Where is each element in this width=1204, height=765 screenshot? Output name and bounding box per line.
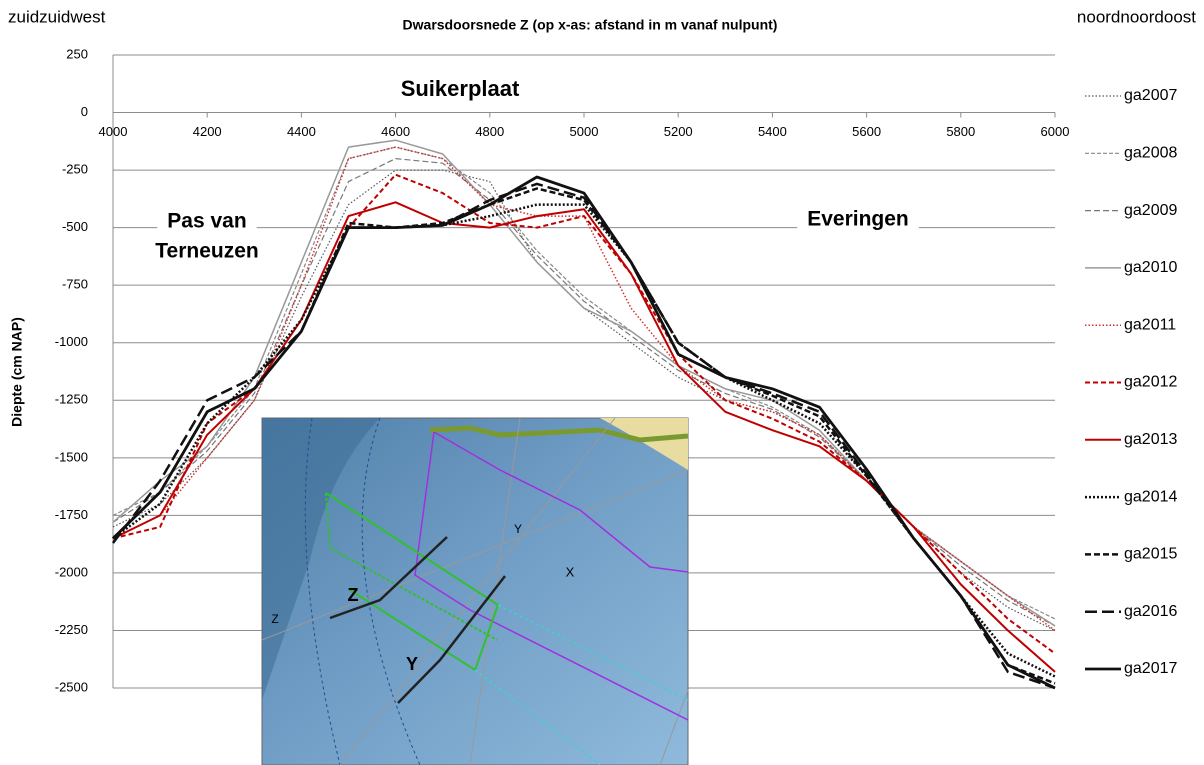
y-tick-label: -250 bbox=[62, 162, 88, 177]
inset-label: Y bbox=[406, 654, 418, 674]
legend-label: ga2011 bbox=[1124, 316, 1176, 333]
legend-label: ga2008 bbox=[1124, 145, 1177, 162]
chart: zuidzuidwest noordnoordoost Dwarsdoorsne… bbox=[0, 0, 1204, 765]
x-tick-label: 5600 bbox=[852, 124, 881, 139]
y-tick-label: -2500 bbox=[55, 679, 88, 694]
y-tick-label: 250 bbox=[66, 46, 88, 61]
x-tick-label: 5800 bbox=[946, 124, 975, 139]
legend-label: ga2014 bbox=[1124, 488, 1177, 505]
y-tick-label: 0 bbox=[81, 104, 88, 119]
legend-label: ga2009 bbox=[1124, 202, 1177, 219]
legend-label: ga2007 bbox=[1124, 87, 1177, 104]
inset-label: X bbox=[566, 564, 575, 579]
y-tick-label: -1750 bbox=[55, 507, 88, 522]
x-tick-label: 5000 bbox=[570, 124, 599, 139]
annotation: Pas van bbox=[167, 210, 246, 233]
chart-title: Dwarsdoorsnede Z (op x-as: afstand in m … bbox=[403, 17, 778, 33]
legend-label: ga2016 bbox=[1124, 603, 1177, 620]
annotation: Suikerplaat bbox=[401, 76, 520, 101]
y-tick-label: -2250 bbox=[55, 622, 88, 637]
legend-label: ga2012 bbox=[1124, 374, 1177, 391]
annotation: Everingen bbox=[807, 208, 909, 231]
legend-label: ga2010 bbox=[1124, 259, 1177, 276]
right-label: noordnoordoost bbox=[1077, 7, 1196, 26]
y-tick-label: -2000 bbox=[55, 564, 88, 579]
legend-label: ga2017 bbox=[1124, 660, 1177, 677]
page: zuidzuidwest noordnoordoost Dwarsdoorsne… bbox=[0, 0, 1204, 765]
inset-label: Y bbox=[514, 522, 522, 536]
y-tick-label: -1000 bbox=[55, 334, 88, 349]
inset-map: Z Y Z Y X bbox=[262, 418, 688, 765]
y-tick-label: -750 bbox=[62, 277, 88, 292]
inset-label: Z bbox=[271, 612, 278, 626]
legend-label: ga2013 bbox=[1124, 431, 1177, 448]
annotation: Terneuzen bbox=[155, 240, 258, 263]
x-tick-label: 5400 bbox=[758, 124, 787, 139]
x-tick-label: 4200 bbox=[193, 124, 222, 139]
x-tick-label: 6000 bbox=[1041, 124, 1070, 139]
y-tick-label: -1250 bbox=[55, 392, 88, 407]
x-tick-label: 4000 bbox=[99, 124, 128, 139]
legend-label: ga2015 bbox=[1124, 546, 1177, 563]
y-tick-label: -1500 bbox=[55, 449, 88, 464]
x-tick-label: 4600 bbox=[381, 124, 410, 139]
x-tick-label: 4400 bbox=[287, 124, 316, 139]
y-tick-label: -500 bbox=[62, 219, 88, 234]
x-tick-label: 4800 bbox=[475, 124, 504, 139]
y-axis-label: Diepte (cm NAP) bbox=[9, 317, 25, 427]
inset-label: Z bbox=[348, 585, 359, 605]
left-label: zuidzuidwest bbox=[8, 7, 106, 26]
x-tick-label: 5200 bbox=[664, 124, 693, 139]
